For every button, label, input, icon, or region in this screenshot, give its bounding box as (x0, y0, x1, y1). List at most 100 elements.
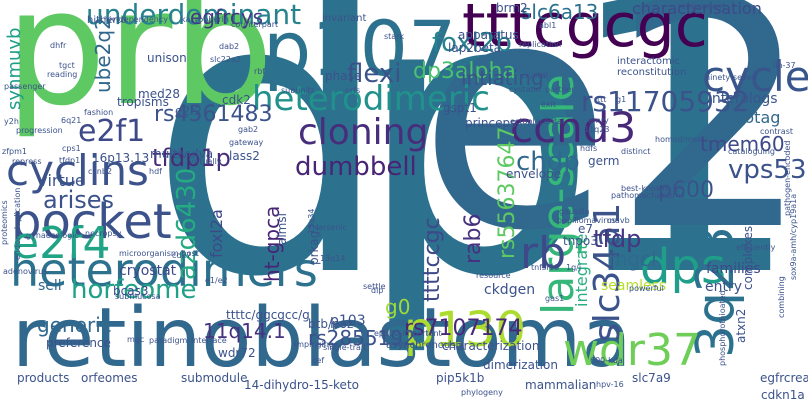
word-dp3alpha: dp3alpha (413, 59, 516, 84)
word-phosphorothioated: phosphorothioated (718, 290, 727, 366)
word-reading: reading (47, 70, 78, 79)
word-ectoplacental: ectoplacental (510, 117, 565, 126)
word-combining: combining (777, 276, 786, 318)
word-apparatus: apparatus (458, 28, 519, 42)
word-hpv-16: hpv-16 (596, 380, 624, 389)
word-unison: unison (147, 51, 187, 65)
word-flexi: flexi (347, 59, 402, 89)
word-cryostat: cryostat (119, 263, 177, 279)
word-ccnb2: ccnb2 (88, 167, 113, 176)
word-tmem60: tmem60 (700, 132, 785, 156)
word-submodule: submodule (181, 371, 248, 385)
word-hdfs: hdfs (580, 144, 598, 153)
word-13q14: 13q14 (320, 254, 346, 263)
word-rbf: rbf (254, 67, 266, 76)
word-11q23: 11q23 (584, 125, 610, 134)
word-phase: phase (325, 69, 362, 83)
word-dhfr: dhfr (50, 41, 67, 50)
word-endoreduplication: endoreduplication (13, 187, 22, 260)
word-counterpart: counterpart (231, 20, 279, 29)
word-homodimers: homodimers (655, 135, 706, 144)
word-gaussia: gaussia (559, 207, 590, 216)
word-asynchronously: asynchronously (386, 340, 465, 351)
word-tgct: tgct (59, 61, 75, 70)
word-progression: progression (16, 126, 63, 135)
word-e2f2: e2f2 (175, 104, 202, 118)
word-sox9a-amh-cyp19a1a: sox9a-amh/cyp19a1a (789, 193, 798, 280)
word-heterodimeric: heterodimeric (252, 79, 490, 119)
word-underdominant: underdominant (86, 0, 302, 31)
word-rs7107174: rs7107174 (404, 316, 523, 341)
word-resource: resource (476, 271, 511, 280)
word-karyopherin: karyopherin (181, 15, 229, 24)
word-ep300-important: ep300-important (374, 329, 442, 338)
word-tttcgcgc: tttcgcgc (462, 0, 708, 61)
word-cystatin: cystatin (509, 85, 541, 94)
word-16p13.13: 16p13.13 (92, 151, 150, 165)
word-subunits: subunits (281, 86, 315, 95)
word-synmuvb: synmuvb (4, 27, 25, 110)
word-characterization: characterization (442, 339, 540, 353)
word-gspt1: gspt1 (443, 101, 477, 115)
word-p130: p130 (404, 302, 527, 358)
word-cdkn1a: cdkn1a (761, 388, 805, 402)
word-repress: repress (12, 157, 42, 166)
word-interologs: interologs (708, 91, 778, 107)
word-p107: p107 (263, 4, 457, 93)
word-characterisation: characterisation (632, 0, 762, 18)
word-paradigm: paradigm (149, 336, 188, 345)
word-ccnd3: ccnd3 (510, 103, 637, 152)
word-proteomics: proteomics (0, 200, 9, 245)
word-adenovirus: adenovirus (3, 267, 48, 276)
word-powerful: powerful (629, 284, 664, 293)
word-zfpm1: zfpm1 (2, 147, 27, 156)
word-entry: entry (705, 279, 743, 295)
word-foxl2b: foxl2b (432, 28, 512, 58)
word-med28: med28 (138, 87, 180, 101)
word-mgcl: mgcl (608, 247, 657, 271)
word-cdk2: cdk2 (222, 93, 251, 107)
word-btb-poz: btb/poz (308, 317, 354, 331)
word-submucosa: submucosa (115, 292, 161, 301)
word-ninety-seven: ninety-seven (705, 73, 757, 82)
word-cycle: cycle (702, 52, 808, 101)
word-settle: settle (363, 282, 386, 291)
word-single-trait: single-trait (323, 343, 367, 352)
word-gas1: gas1 (545, 294, 565, 303)
word-invariant: invariant (322, 13, 367, 24)
word-tfdp1p: tfdp1p (152, 144, 231, 172)
word-pocket: pocket (11, 194, 172, 250)
word-ttttccgc: ttttccgc (420, 217, 445, 302)
word-e7: e7 (578, 222, 594, 236)
word-11q14.1: 11q14.1 (203, 319, 286, 343)
word-mammalian: mammalian (525, 378, 597, 392)
word-brm2: brm2 (496, 1, 528, 15)
word-cps1: cps1 (62, 144, 81, 153)
word-cdk7: cdk7 (172, 251, 192, 260)
word-necropsy: necropsy (85, 229, 122, 238)
word-tnfsf10: tnfsf10 (531, 263, 560, 272)
word-g0: g0 (385, 295, 411, 319)
word-almsl: almsl (275, 213, 289, 245)
word-rs11705932: rs11705932 (581, 85, 750, 118)
word-seamless: seamless (601, 278, 667, 294)
word-halotag: halotag (720, 108, 781, 127)
word-slc6a13: slc6a13 (521, 0, 599, 24)
word-lass2: lass2 (229, 149, 260, 163)
word-p600: p600 (658, 178, 714, 203)
word-vps53: vps53 (728, 155, 807, 185)
word-generic: generic (37, 313, 112, 337)
word-intiating: intiating (461, 66, 544, 90)
word-crystal: crystal (521, 71, 548, 80)
word-pathomechanisms: pathomechanisms (611, 191, 685, 200)
word-cef: cef (312, 356, 325, 365)
word-gynaecologic: gynaecologic (26, 231, 79, 240)
word-e2f4: e2f4 (12, 218, 111, 269)
word-e2f: e2f (418, 0, 808, 300)
word-contrast: contrast (760, 127, 793, 136)
word-papillomavirus: papillomavirus (557, 216, 616, 225)
word-retinoblastoma: retinoblastoma (12, 291, 632, 386)
word-dumbbell: dumbbell (295, 152, 417, 182)
word-rs2855192: rs2855192 (308, 326, 416, 350)
word-e1-e2: e1/e2 (205, 276, 228, 285)
